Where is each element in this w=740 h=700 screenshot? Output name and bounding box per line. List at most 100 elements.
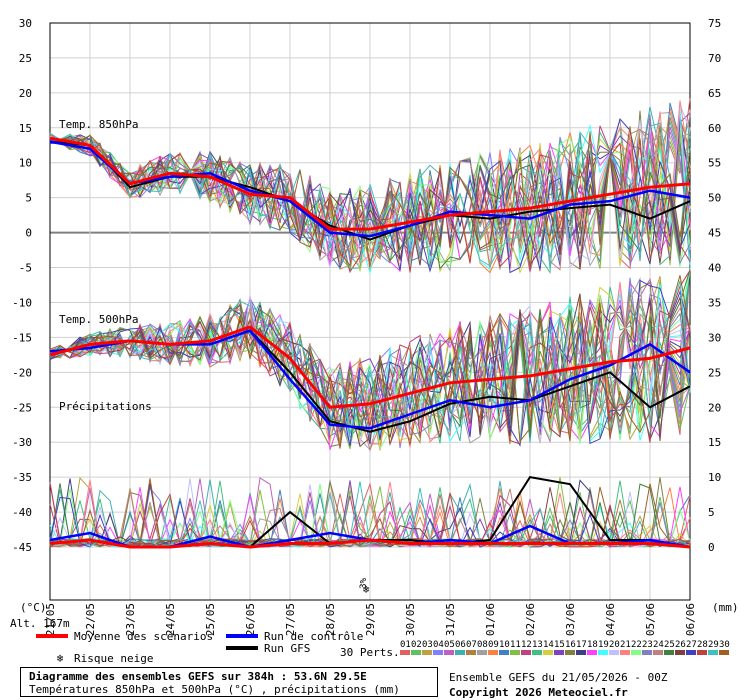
legend-pert-number: 16 <box>565 640 576 650</box>
mean-t850-line <box>49 136 691 231</box>
legend-pert-swatch <box>697 650 707 655</box>
legend-pert-swatch <box>543 650 553 655</box>
mean-t500-line <box>49 325 691 409</box>
date-tick-label: 28/05 <box>324 603 337 636</box>
member-t850-line <box>49 138 691 273</box>
legend-pert-swatch <box>587 650 597 655</box>
legend-pert-number: 23 <box>642 640 653 650</box>
left-tick-label: 20 <box>19 87 32 100</box>
legend-pert-swatch <box>521 650 531 655</box>
date-tick-label: 30/05 <box>404 603 417 636</box>
legend-pert-swatch <box>532 650 542 655</box>
chart-title-box: Diagramme des ensembles GEFS sur 384h : … <box>20 667 438 697</box>
member-t850-line <box>49 115 691 268</box>
date-tick-label: 22/05 <box>84 603 97 636</box>
left-tick-label: 25 <box>19 52 32 65</box>
left-tick-label: -45 <box>12 541 32 554</box>
left-tick-label: 10 <box>19 157 32 170</box>
main-series <box>49 136 691 549</box>
legend-pert-swatch <box>576 650 586 655</box>
member-t500-line <box>49 279 691 447</box>
member-precip-line <box>49 488 691 548</box>
legend-pert-number: 02 <box>411 640 422 650</box>
left-tick-label: -25 <box>12 401 32 414</box>
legend-pert-number: 21 <box>620 640 631 650</box>
legend-pert-number: 29 <box>708 640 719 650</box>
left-tick-label: -35 <box>12 471 32 484</box>
date-tick-label: 27/05 <box>284 603 297 636</box>
right-tick-label: 20 <box>708 401 721 414</box>
legend-pert-number: 25 <box>664 640 675 650</box>
legend-pert-swatch <box>565 650 575 655</box>
legend-pert-swatch <box>642 650 652 655</box>
legend-pert-number: 03 <box>422 640 433 650</box>
member-t500-line <box>49 269 691 438</box>
legend-pert-number: 08 <box>477 640 488 650</box>
t500-panel-label: Temp. 500hPa <box>59 313 138 326</box>
run-label: Ensemble GEFS du 21/05/2026 - 00Z <box>449 671 668 684</box>
date-tick-label: 21/05 <box>44 603 57 636</box>
legend-pert-swatch <box>455 650 465 655</box>
member-t850-line <box>49 129 691 274</box>
right-tick-label: 40 <box>708 262 721 275</box>
altitude-label: Alt. 167m <box>10 617 70 630</box>
right-tick-label: 5 <box>708 506 715 519</box>
legend-pert-swatch <box>554 650 564 655</box>
right-tick-label: 55 <box>708 157 721 170</box>
right-tick-label: 15 <box>708 436 721 449</box>
date-tick-label: 01/06 <box>484 603 497 636</box>
member-t500-line <box>49 280 691 443</box>
legend-pert-swatch <box>719 650 729 655</box>
date-tick-label: 25/05 <box>204 603 217 636</box>
legend-pert-number: 15 <box>554 640 565 650</box>
plot-frame <box>49 22 691 601</box>
left-tick-label: -30 <box>12 436 32 449</box>
left-tick-label: 0 <box>25 227 32 240</box>
legend-gfs-label: Run GFS <box>264 642 310 655</box>
left-tick-label: -10 <box>12 296 32 309</box>
legend-pert-swatch <box>488 650 498 655</box>
date-tick-label: 06/06 <box>684 603 697 636</box>
left-tick-label: 5 <box>25 192 32 205</box>
legend-pert-number: 09 <box>488 640 499 650</box>
left-tick-label: 30 <box>19 17 32 30</box>
right-tick-label: 10 <box>708 471 721 484</box>
date-tick-label: 24/05 <box>164 603 177 636</box>
date-tick-label: 04/06 <box>604 603 617 636</box>
legend-pert-number: 27 <box>686 640 697 650</box>
member-t850-line <box>49 132 691 269</box>
right-tick-label: 35 <box>708 296 721 309</box>
snowflake-icon: ❄ <box>363 583 370 596</box>
legend-pert-swatch <box>708 650 718 655</box>
chart-labels: Temp. 850hPa Temp. 500hPa Précipitations 3%… <box>59 118 370 596</box>
legend-pert-number: 28 <box>697 640 708 650</box>
right-tick-label: 65 <box>708 87 721 100</box>
legend-pert-swatch <box>433 650 443 655</box>
left-tick-label: 15 <box>19 122 32 135</box>
legend-pert-swatch <box>400 650 410 655</box>
copyright: Copyright 2026 Meteociel.fr <box>449 686 628 699</box>
legend-control-label: Run de contrôle <box>264 630 363 643</box>
legend-pert-number: 07 <box>466 640 477 650</box>
legend-pert-number: 20 <box>609 640 620 650</box>
legend-mean-label: Moyenne des scénarios <box>74 630 213 643</box>
legend-pert-number: 11 <box>510 640 521 650</box>
right-axis-label: (mm) <box>712 601 739 614</box>
member-t500-line <box>49 304 691 445</box>
legend-pert-number: 10 <box>499 640 510 650</box>
date-tick-label: 03/06 <box>564 603 577 636</box>
legend-pert-swatch <box>686 650 696 655</box>
legend-pert-number: 22 <box>631 640 642 650</box>
date-tick-label: 29/05 <box>364 603 377 636</box>
legend-snow-label: Risque neige <box>74 652 153 665</box>
snow-risk-percent: 3% <box>359 577 369 588</box>
right-tick-label: 0 <box>708 541 715 554</box>
legend-snowflake-icon: ❄ <box>57 652 64 665</box>
legend-pert-swatch <box>444 650 454 655</box>
legend-pert-number: 18 <box>587 640 598 650</box>
precip-panel-label: Précipitations <box>59 400 152 413</box>
legend-pert-number: 17 <box>576 640 587 650</box>
legend-pert-number: 19 <box>598 640 609 650</box>
